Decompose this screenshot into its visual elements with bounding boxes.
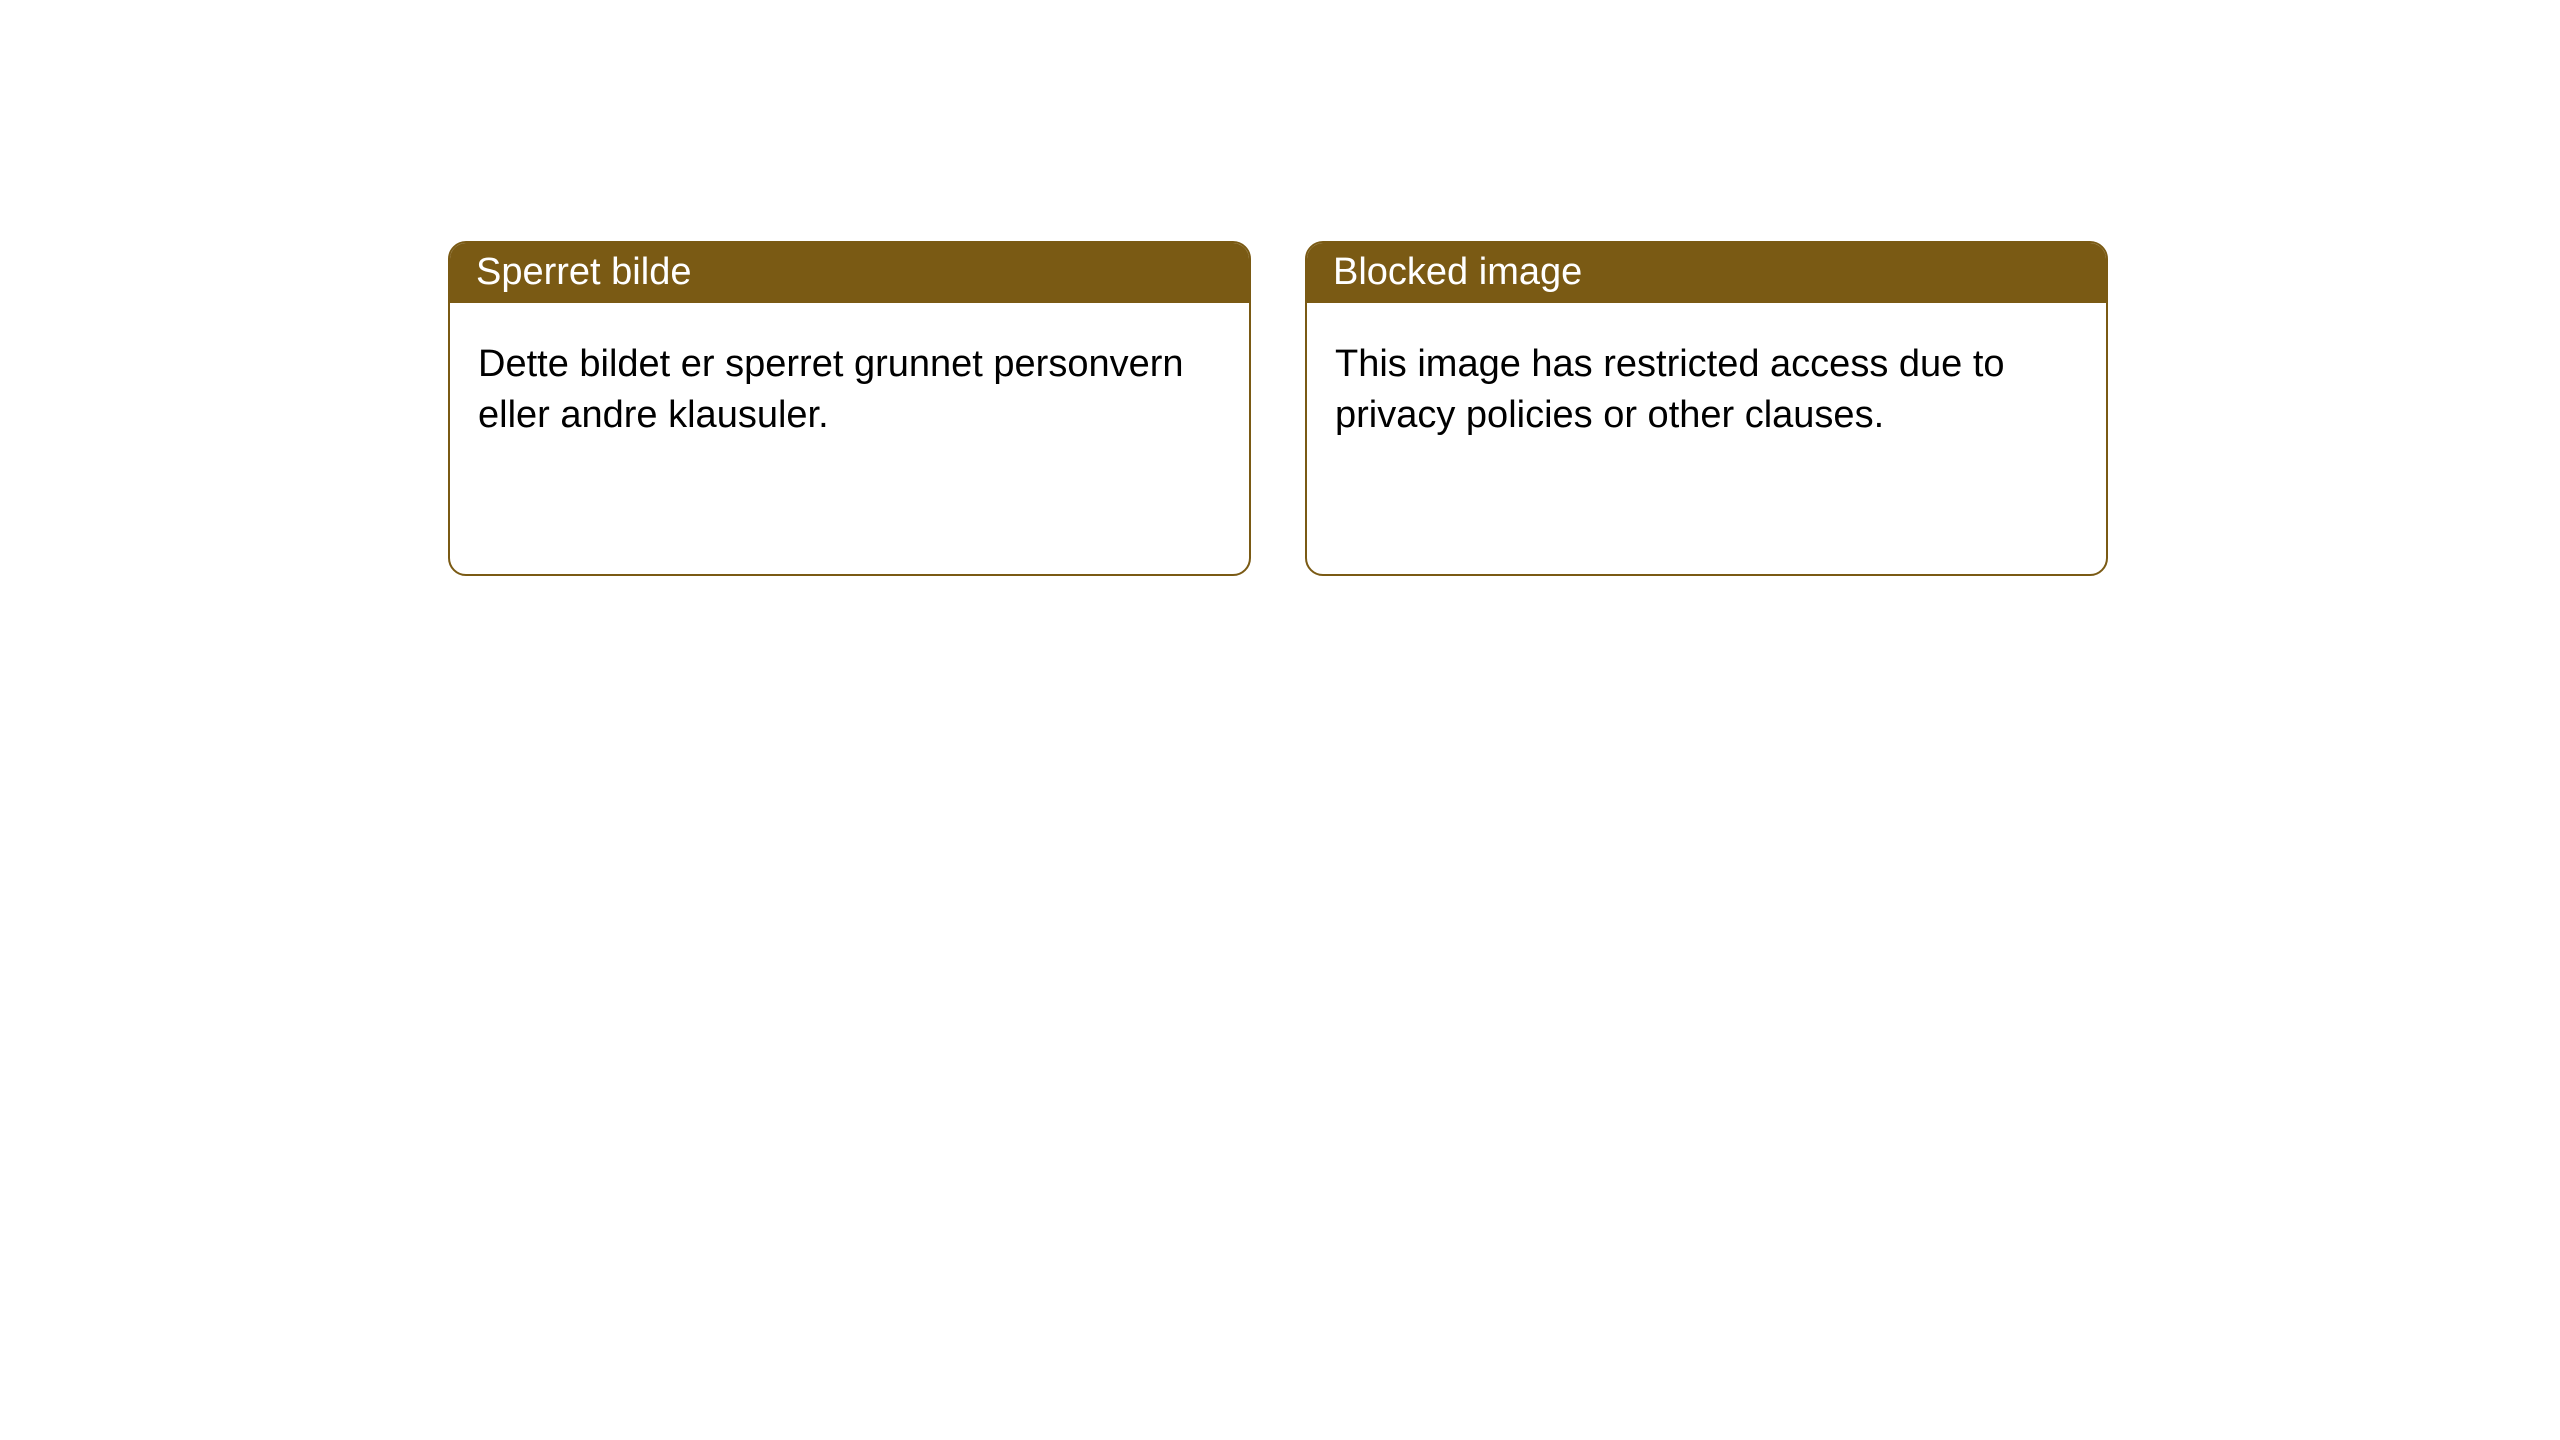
notice-container: Sperret bilde Dette bildet er sperret gr… [0, 0, 2560, 576]
notice-body: Dette bildet er sperret grunnet personve… [450, 303, 1249, 478]
notice-header: Blocked image [1307, 243, 2106, 303]
notice-title: Blocked image [1333, 251, 1582, 294]
notice-header: Sperret bilde [450, 243, 1249, 303]
notice-title: Sperret bilde [476, 251, 691, 294]
notice-body-text: This image has restricted access due to … [1335, 343, 2005, 436]
notice-body: This image has restricted access due to … [1307, 303, 2106, 478]
notice-body-text: Dette bildet er sperret grunnet personve… [478, 343, 1184, 436]
notice-box-norwegian: Sperret bilde Dette bildet er sperret gr… [448, 241, 1251, 576]
notice-box-english: Blocked image This image has restricted … [1305, 241, 2108, 576]
